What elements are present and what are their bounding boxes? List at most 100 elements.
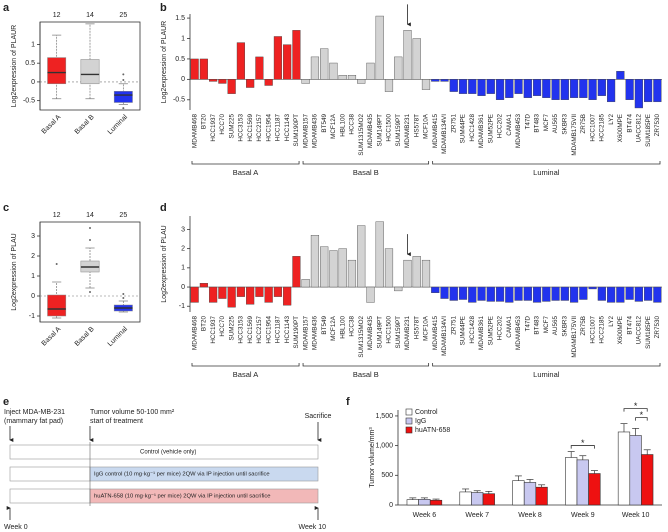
bar bbox=[320, 246, 329, 288]
panel-letter: c bbox=[3, 202, 9, 214]
x-tick-label: SUM185PE bbox=[645, 316, 652, 349]
box bbox=[47, 294, 67, 317]
x-tick-label: MDAMB134VI bbox=[441, 316, 448, 356]
bar bbox=[641, 454, 654, 506]
bar bbox=[209, 286, 218, 303]
x-tick-label: Week 8 bbox=[518, 512, 542, 519]
bar bbox=[514, 79, 523, 94]
x-tick-label: HCC1500 bbox=[386, 316, 393, 344]
bar bbox=[406, 499, 419, 506]
group-bracket bbox=[191, 363, 300, 367]
bar bbox=[449, 286, 458, 301]
y-tick-label: 0 bbox=[31, 293, 35, 300]
bar bbox=[542, 79, 551, 98]
group-label: Basal B bbox=[353, 168, 379, 177]
x-tick-label: ZR751 bbox=[450, 316, 457, 335]
x-tick-label: ZR75B bbox=[580, 316, 587, 336]
bar bbox=[468, 286, 477, 303]
x-tick-label: UACC812 bbox=[636, 316, 643, 345]
box bbox=[80, 59, 100, 85]
box bbox=[47, 57, 67, 85]
count-label: 12 bbox=[53, 212, 61, 219]
count-label: 14 bbox=[86, 12, 94, 19]
x-tick-label: AU565 bbox=[552, 316, 559, 336]
x-tick-label: MCF7 bbox=[543, 114, 550, 132]
panel-letter: f bbox=[346, 396, 350, 408]
bar bbox=[576, 459, 589, 506]
x-tick-label: SUM44PE bbox=[460, 316, 467, 345]
bar bbox=[394, 56, 403, 80]
bar bbox=[588, 286, 597, 290]
legend-swatch bbox=[405, 426, 413, 434]
bar bbox=[535, 486, 548, 506]
y-tick-label: 1 bbox=[181, 265, 185, 272]
x-tick-label: HCC1143 bbox=[284, 114, 291, 142]
y-tick-label: 2 bbox=[31, 253, 35, 260]
outlier bbox=[89, 239, 91, 241]
x-tick-label: SKBR3 bbox=[561, 114, 568, 135]
bar bbox=[418, 499, 431, 506]
x-tick-label: HCC1937 bbox=[210, 316, 217, 344]
bar bbox=[264, 286, 273, 303]
x-tick-label: SUM190PT bbox=[293, 114, 300, 147]
x-tick-label: LY2 bbox=[608, 114, 615, 125]
bar bbox=[329, 250, 338, 288]
y-axis-label: Log2expression of PLAUR bbox=[161, 21, 168, 104]
legend-label: IgG bbox=[415, 418, 426, 425]
bar bbox=[644, 286, 653, 301]
x-tick-label: Luminal bbox=[107, 113, 130, 136]
bar bbox=[357, 79, 366, 84]
bar bbox=[569, 79, 579, 98]
bar bbox=[403, 259, 412, 288]
bar bbox=[421, 79, 431, 90]
x-tick-label: HCC1007 bbox=[589, 316, 596, 344]
bar bbox=[264, 79, 273, 86]
group-label: Basal B bbox=[353, 370, 379, 379]
bar bbox=[310, 56, 320, 80]
bar bbox=[375, 221, 384, 288]
bar bbox=[375, 15, 384, 80]
group-label: Basal A bbox=[233, 370, 258, 379]
bar bbox=[449, 79, 458, 92]
bar bbox=[542, 286, 551, 302]
x-tick-label: SUM149PT bbox=[376, 114, 383, 147]
treatment-text: Tumor volume 50-100 mm² bbox=[90, 409, 175, 416]
panel-a: -0.5 0 0.5 1 Log2expression of PLAUR a 12 Basal… bbox=[3, 2, 141, 136]
group-bracket bbox=[302, 363, 430, 367]
x-tick-label: HCC3153 bbox=[238, 114, 245, 142]
outlier bbox=[122, 297, 125, 299]
bar bbox=[292, 256, 301, 288]
x-tick-label: HCC2185 bbox=[599, 316, 606, 344]
x-tick-label: HBL100 bbox=[339, 316, 346, 339]
group-label: Luminal bbox=[533, 168, 560, 177]
y-tick-label: 1 bbox=[31, 273, 35, 280]
x-tick-label: HCC1954 bbox=[265, 114, 272, 142]
x-tick-label: SUM185PE bbox=[645, 114, 652, 147]
x-tick-label: HCC2185 bbox=[599, 114, 606, 142]
x-tick-label: BT483 bbox=[534, 316, 541, 335]
x-tick-label: UACC812 bbox=[636, 114, 643, 143]
outlier bbox=[89, 291, 91, 293]
bar bbox=[560, 286, 569, 301]
legend-label: huATN-658 bbox=[415, 427, 450, 434]
bar bbox=[458, 286, 468, 300]
x-tick-label: Basal A bbox=[41, 326, 63, 348]
bar bbox=[403, 30, 412, 80]
bar bbox=[218, 79, 227, 84]
x-tick-label: MDAMB157 bbox=[302, 114, 309, 148]
x-tick-label: ZR7530 bbox=[654, 114, 661, 137]
x-tick-label: MDAMB453 bbox=[515, 114, 522, 148]
x-tick-label: SUM159PT bbox=[395, 114, 402, 147]
bar bbox=[565, 457, 578, 506]
bar bbox=[523, 482, 537, 506]
bar bbox=[227, 79, 236, 94]
y-tick-label: 1,000 bbox=[375, 442, 393, 449]
y-tick-label: 2 bbox=[181, 245, 185, 252]
x-tick-label: MDAMB157 bbox=[302, 316, 309, 350]
x-tick-label: MCF12A bbox=[330, 113, 337, 139]
x-tick-label: BT474 bbox=[626, 316, 633, 335]
y-tick-label: 0.5 bbox=[175, 56, 185, 63]
legend-swatch bbox=[405, 417, 413, 425]
x-tick-label: HCC38 bbox=[349, 114, 356, 135]
group-label: Luminal bbox=[533, 370, 560, 379]
